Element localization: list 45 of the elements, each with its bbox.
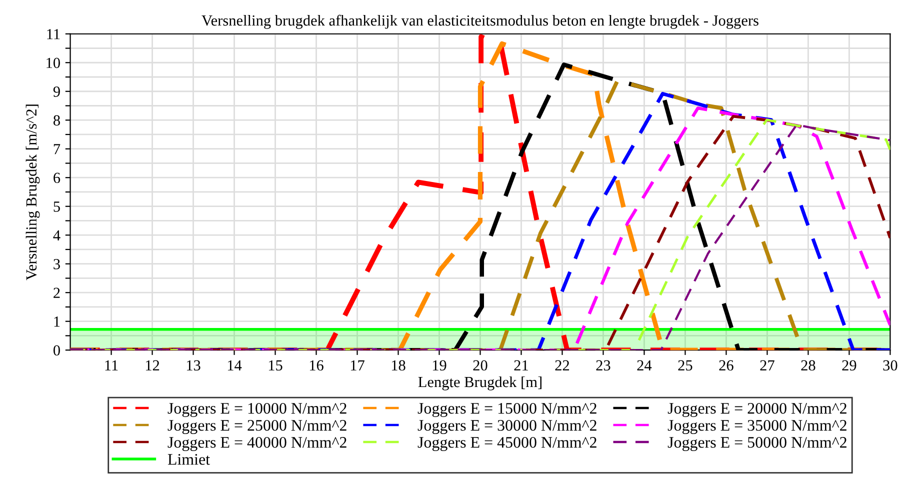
- legend-label: Joggers E = 40000 N/mm^2: [168, 436, 346, 452]
- x-tick-label: 17: [350, 360, 364, 370]
- x-tick-label: 11: [105, 360, 118, 370]
- legend-label: Joggers E = 15000 N/mm^2: [418, 402, 596, 418]
- legend-label: Joggers E = 20000 N/mm^2: [668, 402, 846, 418]
- x-tick-label: 16: [310, 360, 324, 371]
- x-tick-label: 26: [719, 360, 734, 371]
- x-tick-label: 24: [637, 360, 652, 370]
- x-tick-label: 13: [186, 360, 200, 371]
- x-tick-label: 23: [596, 360, 610, 371]
- legend-label: Joggers E = 30000 N/mm^2: [418, 420, 596, 434]
- x-tick-label: 15: [268, 360, 282, 371]
- y-tick-label: 11: [47, 29, 60, 40]
- x-tick-label: 28: [801, 360, 816, 371]
- y-tick-label: 0: [54, 345, 60, 356]
- x-tick-label: 29: [842, 360, 856, 371]
- x-tick-label: 27: [760, 360, 774, 370]
- x-tick-label: 25: [678, 360, 692, 371]
- x-tick-label: 20: [473, 360, 488, 371]
- legend-label: Joggers E = 10000 N/mm^2: [168, 402, 346, 418]
- y-tick-label: 8: [54, 115, 60, 126]
- x-tick-label: 30: [883, 360, 898, 371]
- legend-label: Joggers E = 25000 N/mm^2: [168, 420, 346, 434]
- y-tick-label: 7: [54, 144, 60, 154]
- chart-title: Versnelling brugdek afhankelijk van elasticiteitsmodulus beton en lengte brugdek - Joggers: [202, 14, 758, 29]
- x-tick-label: 12: [146, 360, 160, 370]
- legend-label: Joggers E = 45000 N/mm^2: [418, 436, 596, 452]
- y-tick-label: 5: [54, 202, 60, 212]
- y-tick-label: 10: [46, 58, 60, 68]
- y-tick-label: 4: [53, 230, 60, 240]
- legend-label: Joggers E = 50000 N/mm^2: [668, 436, 846, 452]
- x-tick-label: 19: [432, 360, 446, 371]
- y-axis-title: Versnelling Brugdek [m/s^2]: [26, 104, 40, 280]
- legend-label: Limiet: [168, 454, 210, 465]
- x-tick-label: 22: [555, 360, 570, 370]
- y-tick-label: 3: [54, 259, 60, 270]
- y-tick-label: 2: [54, 288, 60, 298]
- x-axis-title: Lengte Brugdek [m]: [418, 376, 542, 390]
- x-tick-label: 14: [228, 360, 242, 370]
- legend-label: Joggers E = 35000 N/mm^2: [668, 420, 846, 434]
- y-tick-label: 9: [53, 86, 60, 97]
- x-tick-label: 21: [514, 360, 528, 370]
- y-tick-label: 6: [54, 172, 60, 184]
- y-tick-label: 1: [54, 316, 60, 327]
- x-tick-label: 18: [392, 360, 406, 371]
